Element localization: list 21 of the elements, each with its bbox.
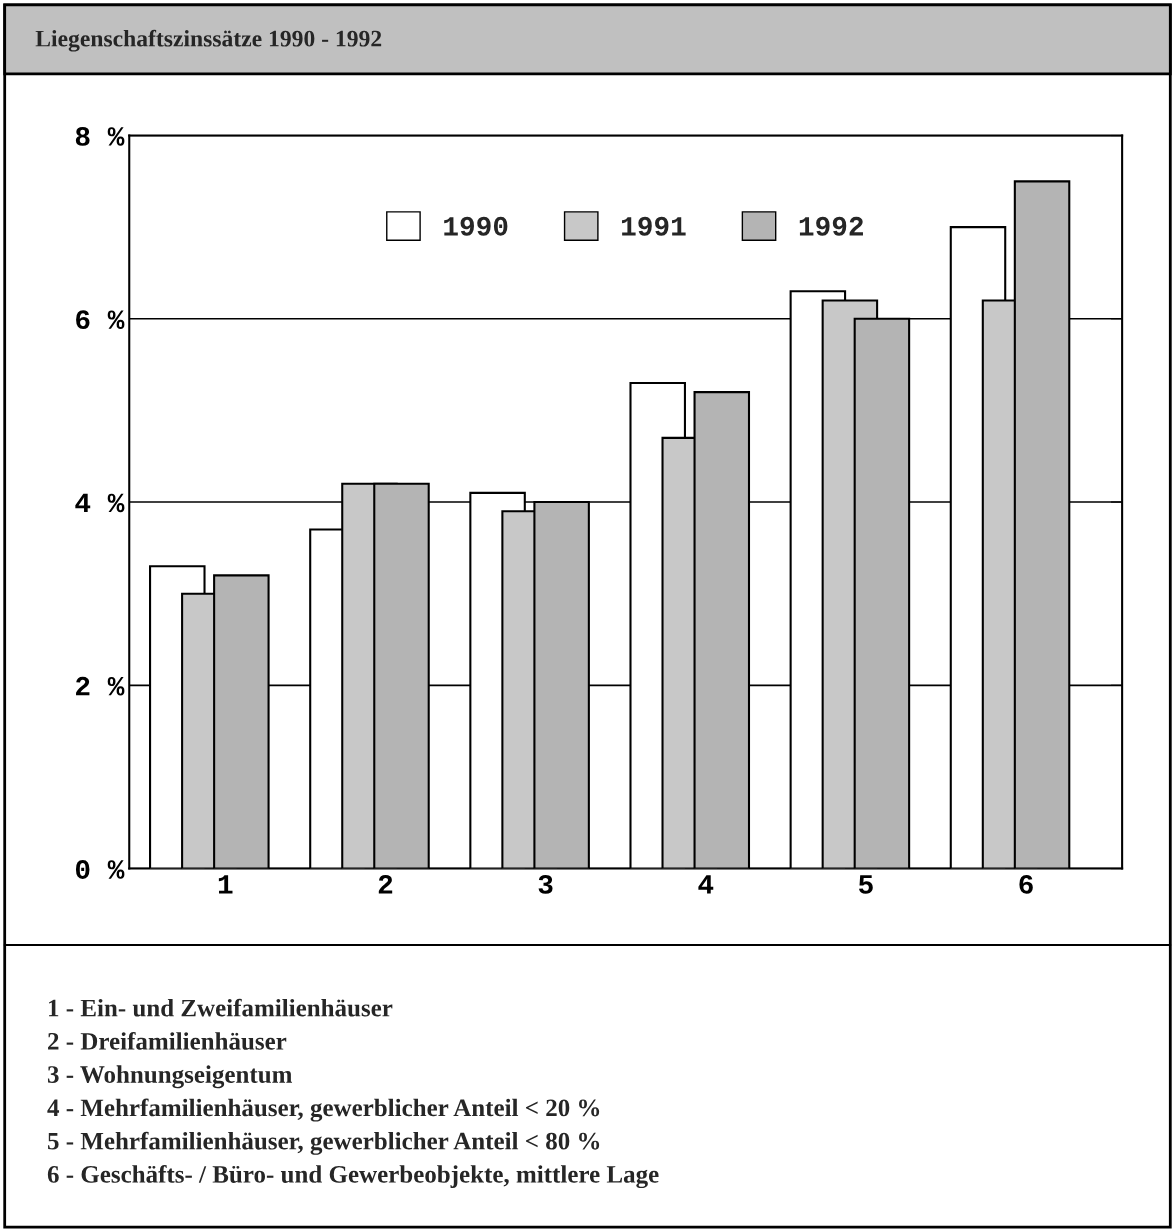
y-tick-label: 0 % — [75, 860, 125, 879]
x-tick-label: 4 — [698, 875, 714, 894]
y-tick-label: 4 % — [75, 493, 125, 513]
x-tick-label: 2 — [378, 874, 393, 894]
y-tick-label: 8 % — [75, 127, 125, 146]
x-tick-label: 3 — [538, 874, 553, 894]
text: 4 - Mehrfamilienhäuser, gewerblicher Anteil < 20 % — [47, 1098, 600, 1122]
text: 5 - Mehrfamilienhäuser, gewerblicher Anteil < 80 % — [48, 1131, 600, 1155]
text: 3 - Wohnungseigentum — [47, 1065, 293, 1089]
y-tick-label: 2 % — [76, 676, 125, 696]
text: 1 - Ein- und Zweifamilienhäuser — [49, 998, 393, 1017]
legend-label: 1990 — [444, 216, 508, 236]
legend-label: 1991 — [621, 216, 686, 236]
text: 6 - Geschäfts- / Büro- und Gewerbeobjekte, mittlere Lage — [47, 1165, 659, 1189]
text: 2 - Dreifamilienhäuser — [48, 1031, 287, 1050]
chart-title: Liegenschaftszinssätze 1990 - 1992 — [35, 29, 382, 52]
y-tick-label: 6 % — [76, 310, 125, 330]
x-tick-label: 5 — [858, 875, 873, 894]
legend-label: 1992 — [799, 216, 863, 236]
x-tick-label: 6 — [1019, 874, 1033, 894]
x-tick-label: 1 — [218, 875, 233, 894]
